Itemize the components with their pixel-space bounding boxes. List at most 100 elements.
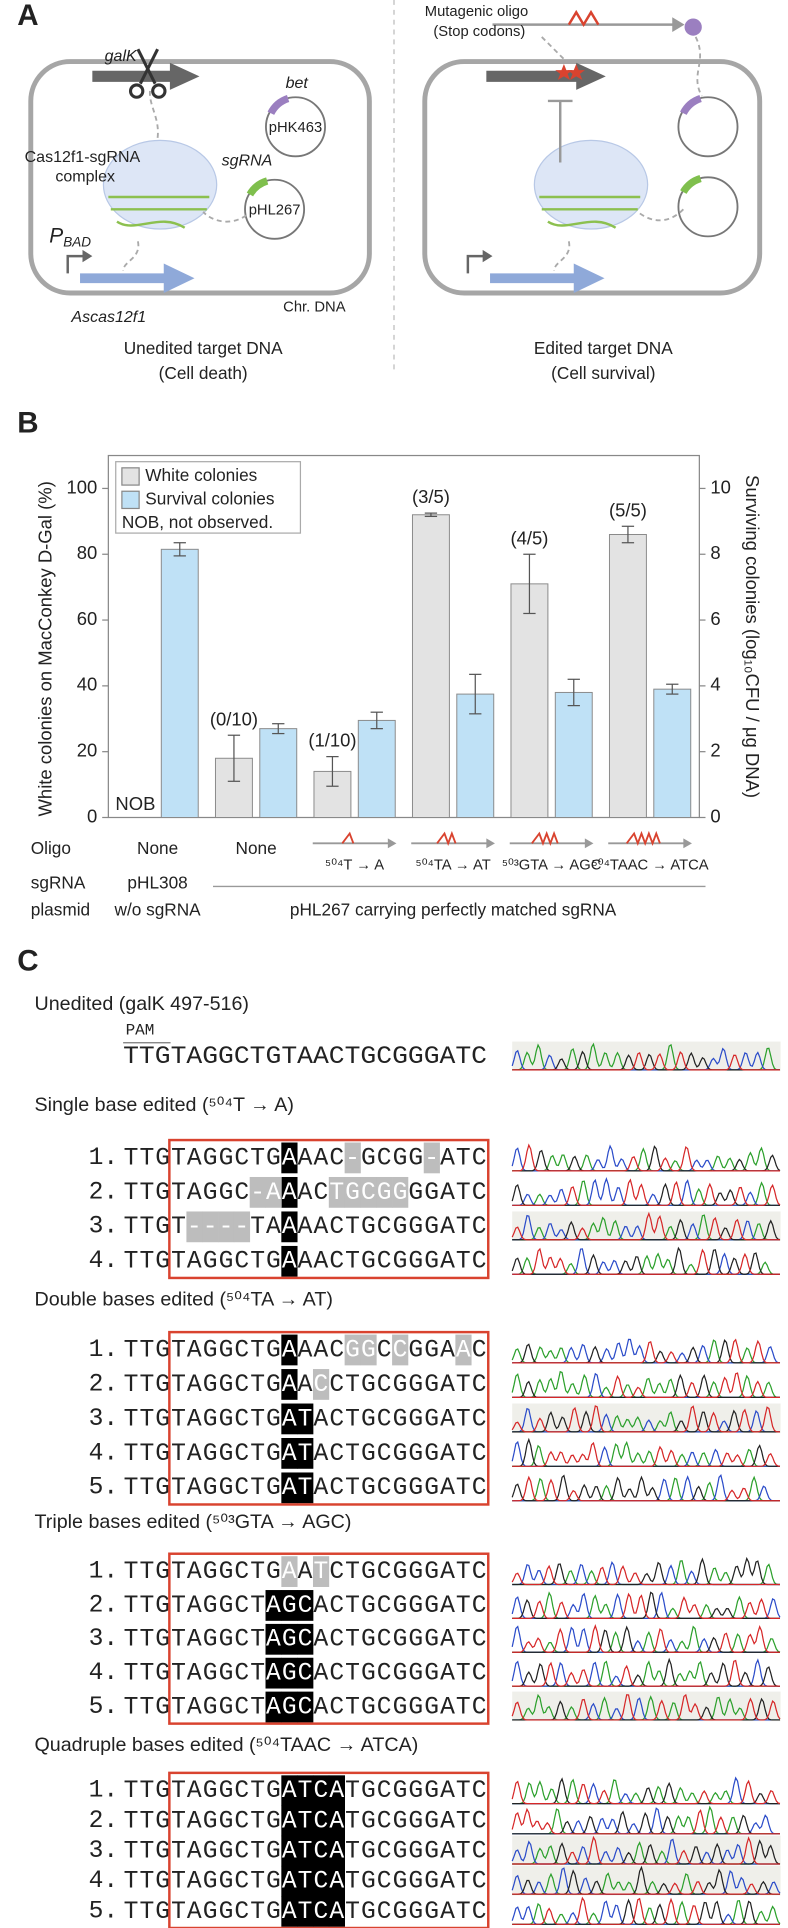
- highlight-edited: [281, 1142, 298, 1174]
- x-tick-label: ⁵⁰⁴TAAC → ATCA: [592, 857, 709, 873]
- caption: (Cell survival): [551, 363, 655, 383]
- highlight-edited: [281, 1865, 298, 1897]
- stop-codon: [341, 831, 355, 844]
- bar: [259, 728, 298, 818]
- dna-label: Chr. DNA: [283, 300, 346, 316]
- chromatogram: [511, 1691, 781, 1722]
- error-bar: [173, 542, 186, 557]
- highlight-mismatch: [312, 1556, 330, 1587]
- highlight-edited: [281, 1775, 298, 1807]
- highlight-mismatch: [360, 1176, 377, 1208]
- caption: Edited target DNA: [534, 338, 673, 358]
- y2-tick-label: 10: [710, 476, 731, 497]
- y2-tick-label: 2: [710, 740, 720, 761]
- highlight-edited: [281, 1895, 298, 1927]
- x-tick-label: ⁵⁰⁴T → A: [325, 857, 384, 873]
- legend-note: NOB, not observed.: [122, 512, 273, 532]
- chromatogram-trace: [512, 1338, 780, 1364]
- x-tick-label: None: [137, 838, 178, 858]
- highlight-edited: [281, 1805, 298, 1837]
- chromatogram-trace: [512, 1624, 780, 1653]
- chromatogram-trace: [511, 1405, 780, 1433]
- highlight-edited: [312, 1805, 330, 1837]
- y2-axis-label: Surviving colonies (log₁₀CFU / μg DNA): [742, 475, 763, 798]
- error-bar: [326, 756, 339, 787]
- highlight-mismatch: [423, 1142, 440, 1174]
- sequence: TTGTAGGCTGATACTGCGGGATC: [124, 1475, 487, 1502]
- legend-swatch: [121, 467, 140, 486]
- highlight-edited: [328, 1895, 345, 1927]
- sequence: TTGTAGGCTGATACTGCGGGATC: [124, 1440, 487, 1467]
- highlight-edited: [297, 1775, 314, 1807]
- protein: [102, 139, 218, 230]
- panel-label: A: [17, 0, 38, 32]
- dashed-arrow: [553, 241, 571, 272]
- stop-codon: [531, 830, 559, 846]
- y-tick-label: 100: [66, 476, 97, 497]
- row-number: 1.: [89, 1558, 119, 1585]
- chromatogram-trace: [512, 1899, 781, 1925]
- error-bar: [370, 711, 383, 730]
- x-tick-label: ⁵⁰⁴TA → AT: [415, 857, 490, 873]
- section-title: Triple bases edited (⁵⁰³GTA → AGC): [34, 1511, 351, 1533]
- highlight-mismatch: [392, 1176, 409, 1208]
- chromatogram: [511, 1896, 781, 1925]
- chromatogram-trace: [512, 1143, 780, 1172]
- highlight-mismatch: [281, 1556, 298, 1587]
- highlight-mismatch: [344, 1334, 361, 1366]
- plasmid-label: pHL267: [249, 202, 301, 218]
- chromatogram: [511, 1211, 781, 1242]
- row-number: 5.: [89, 1475, 119, 1502]
- chromatogram: [511, 1403, 781, 1434]
- highlight-edited: [297, 1590, 314, 1621]
- plasmid-label: pHL267 carrying perfectly matched sgRNA: [290, 900, 617, 920]
- dashed-arrow: [149, 88, 159, 138]
- highlight-mismatch: [328, 1176, 345, 1208]
- dashed-arrow: [541, 36, 568, 63]
- chromatogram-trace: [511, 1807, 780, 1835]
- highlight-edited: [281, 1835, 298, 1867]
- chromosome: [422, 59, 763, 296]
- plasmid-gene: [680, 174, 702, 195]
- chromatogram-trace: [512, 1050, 780, 1071]
- highlight-edited: [297, 1865, 314, 1897]
- sequence: TTGTAGGCTAGCACTGCGGGATC: [124, 1660, 487, 1687]
- highlight-edited: [281, 1623, 298, 1655]
- highlight-edited: [281, 1245, 298, 1277]
- chromatogram: [511, 1865, 781, 1896]
- chromatogram-trace: [512, 1146, 780, 1172]
- highlight-edited: [281, 1403, 298, 1435]
- plot-frame: [107, 454, 700, 819]
- plasmid: [265, 96, 326, 158]
- chromatogram-trace: [512, 1051, 780, 1071]
- chromatogram: [511, 1437, 781, 1467]
- error-bar: [621, 525, 635, 544]
- sequence: TTGTAGGCTGAACCTGCGGGATC: [124, 1371, 487, 1398]
- gene-label: galK: [105, 48, 138, 65]
- chromatogram-trace: [512, 1881, 780, 1895]
- bar: [510, 583, 549, 818]
- chromatogram-trace: [512, 1807, 780, 1835]
- highlight-mismatch: [344, 1176, 361, 1208]
- highlight-edited: [265, 1623, 282, 1655]
- plasmid-gene: [246, 177, 269, 197]
- highlight-edited: [281, 1437, 298, 1469]
- sequence: TTGTAGGCTGATCATGCGGGATC: [124, 1898, 487, 1925]
- dashed-arrow: [637, 208, 684, 222]
- oligo-label: Mutagenic oligo: [425, 4, 528, 20]
- highlight-edited: [281, 1590, 298, 1621]
- chromatogram-trace: [512, 1441, 781, 1467]
- sequence: TTGTAGGCTGAAACTGCGGGATC: [124, 1248, 487, 1275]
- highlight-edited: [297, 1657, 314, 1689]
- row-label: sgRNA: [31, 873, 86, 893]
- highlight-mismatch: [218, 1211, 235, 1243]
- section-title: Double bases edited (⁵⁰⁴TA → AT): [34, 1288, 332, 1310]
- sequence: TTGT----TAAAACTGCGGGATC: [124, 1214, 487, 1241]
- y2-tick-label: 8: [710, 542, 720, 563]
- row-number: 3.: [89, 1406, 119, 1433]
- highlight-edited: [297, 1895, 314, 1927]
- chromatogram: [511, 1176, 781, 1206]
- stop-codon: [567, 9, 600, 28]
- highlight-edited: [265, 1590, 282, 1621]
